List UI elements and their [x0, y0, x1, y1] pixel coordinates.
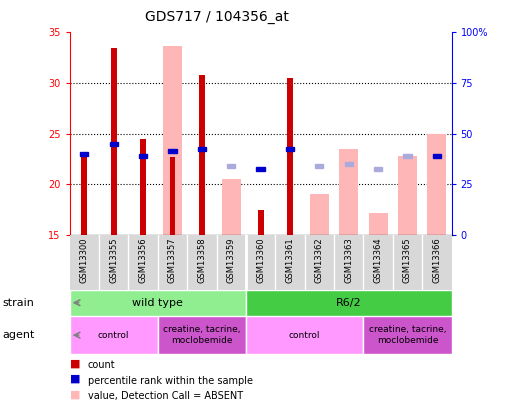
Text: ■: ■ [70, 389, 80, 399]
Bar [80, 152, 88, 156]
Bar [363, 316, 452, 354]
Text: GSM13356: GSM13356 [139, 238, 148, 283]
Bar [256, 167, 265, 171]
Text: GSM13364: GSM13364 [374, 238, 382, 283]
Bar [286, 147, 294, 151]
Text: GSM13362: GSM13362 [315, 238, 324, 283]
Bar [111, 47, 117, 235]
Bar [257, 210, 264, 235]
Bar [310, 194, 329, 235]
Bar [70, 290, 246, 316]
Bar [227, 164, 235, 168]
Text: percentile rank within the sample: percentile rank within the sample [88, 376, 253, 386]
Bar [109, 142, 118, 145]
Text: count: count [88, 360, 116, 371]
Text: GSM13355: GSM13355 [109, 238, 118, 283]
Bar [368, 213, 388, 235]
Text: R6/2: R6/2 [336, 298, 362, 308]
Bar [158, 316, 246, 354]
Text: GSM13365: GSM13365 [403, 238, 412, 283]
Text: control: control [98, 330, 130, 340]
Bar [433, 154, 441, 158]
Text: control: control [289, 330, 320, 340]
Bar [170, 157, 175, 235]
Bar [345, 162, 353, 166]
Bar [163, 45, 182, 235]
Bar [398, 156, 417, 235]
Text: creatine, tacrine,
moclobemide: creatine, tacrine, moclobemide [369, 326, 446, 345]
Bar [222, 179, 241, 235]
Bar [140, 139, 146, 235]
Text: strain: strain [3, 298, 35, 308]
Text: GSM13360: GSM13360 [256, 238, 265, 283]
Text: GSM13357: GSM13357 [168, 238, 177, 283]
Text: ■: ■ [70, 358, 80, 369]
Text: GSM13366: GSM13366 [432, 238, 441, 284]
Text: GSM13361: GSM13361 [285, 238, 295, 283]
Text: creatine, tacrine,
moclobemide: creatine, tacrine, moclobemide [163, 326, 240, 345]
Bar [246, 290, 452, 316]
Text: GSM13358: GSM13358 [197, 238, 206, 283]
Bar [339, 149, 358, 235]
Bar [427, 134, 446, 235]
Bar [70, 316, 158, 354]
Text: ■: ■ [70, 374, 80, 384]
Bar [374, 167, 382, 171]
Bar [82, 157, 87, 235]
Bar [139, 154, 147, 158]
Bar [315, 164, 324, 168]
Bar [404, 154, 412, 158]
Text: value, Detection Call = ABSENT: value, Detection Call = ABSENT [88, 391, 243, 401]
Bar [168, 149, 176, 153]
Bar [287, 78, 293, 235]
Text: GDS717 / 104356_at: GDS717 / 104356_at [145, 10, 288, 24]
Bar [246, 316, 363, 354]
Text: GSM13300: GSM13300 [80, 238, 89, 283]
Text: GSM13359: GSM13359 [227, 238, 236, 283]
Bar [199, 75, 205, 235]
Text: GSM13363: GSM13363 [344, 238, 353, 284]
Bar [198, 147, 206, 151]
Text: agent: agent [3, 330, 35, 340]
Text: wild type: wild type [132, 298, 183, 308]
